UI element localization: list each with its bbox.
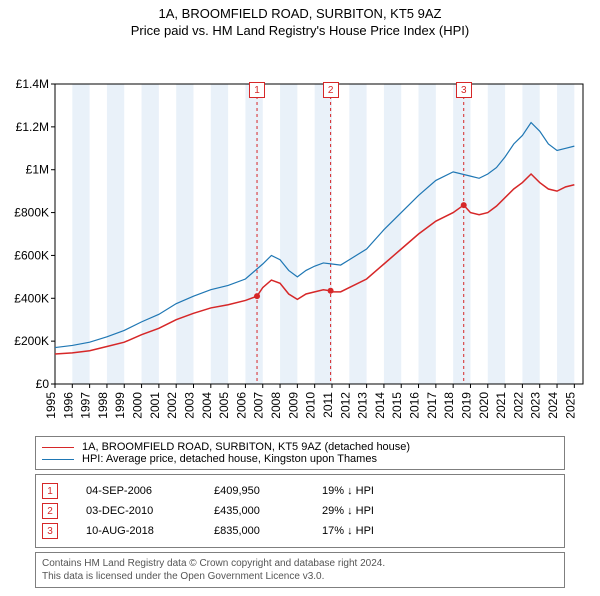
svg-text:£200K: £200K	[14, 334, 49, 348]
svg-text:2016: 2016	[408, 392, 422, 419]
svg-text:1995: 1995	[44, 392, 58, 419]
sales-marker-2: 2	[42, 503, 58, 519]
sales-row: 1 04-SEP-2006 £409,950 19% ↓ HPI	[42, 481, 558, 501]
legend-item-price-paid: 1A, BROOMFIELD ROAD, SURBITON, KT5 9AZ (…	[42, 441, 558, 453]
sales-row: 3 10-AUG-2018 £835,000 17% ↓ HPI	[42, 521, 558, 541]
legend-label-hpi: HPI: Average price, detached house, King…	[82, 453, 377, 465]
svg-text:£1.2M: £1.2M	[16, 120, 49, 134]
svg-text:2010: 2010	[304, 392, 318, 419]
svg-text:£800K: £800K	[14, 206, 49, 220]
sales-marker-1: 1	[42, 483, 58, 499]
svg-text:2022: 2022	[511, 392, 525, 419]
sales-date: 04-SEP-2006	[86, 485, 186, 497]
sales-price: £409,950	[214, 485, 294, 497]
svg-text:2018: 2018	[442, 392, 456, 419]
sales-price: £435,000	[214, 505, 294, 517]
svg-text:2008: 2008	[269, 392, 283, 419]
svg-text:£1.4M: £1.4M	[16, 77, 49, 91]
svg-text:2003: 2003	[182, 392, 196, 419]
svg-text:2009: 2009	[286, 392, 300, 419]
svg-text:2017: 2017	[425, 392, 439, 419]
svg-text:2013: 2013	[356, 392, 370, 419]
sales-row: 2 03-DEC-2010 £435,000 29% ↓ HPI	[42, 501, 558, 521]
svg-text:2005: 2005	[217, 392, 231, 419]
legend: 1A, BROOMFIELD ROAD, SURBITON, KT5 9AZ (…	[35, 436, 565, 470]
svg-text:2012: 2012	[338, 392, 352, 419]
footer-line2: This data is licensed under the Open Gov…	[42, 570, 558, 583]
svg-text:2019: 2019	[459, 392, 473, 419]
legend-swatch-price-paid	[42, 447, 74, 448]
footer: Contains HM Land Registry data © Crown c…	[35, 552, 565, 588]
svg-text:2002: 2002	[165, 392, 179, 419]
svg-text:1996: 1996	[61, 392, 75, 419]
svg-text:£400K: £400K	[14, 291, 49, 305]
sales-vs-hpi: 17% ↓ HPI	[322, 525, 374, 537]
svg-text:2014: 2014	[373, 392, 387, 419]
sales-table: 1 04-SEP-2006 £409,950 19% ↓ HPI 2 03-DEC-201…	[35, 474, 565, 548]
svg-text:£600K: £600K	[14, 248, 49, 262]
chart-marker-3: 3	[456, 82, 472, 98]
sales-vs-hpi: 29% ↓ HPI	[322, 505, 374, 517]
svg-text:2000: 2000	[131, 392, 145, 419]
line-chart-svg: £0£200K£400K£600K£800K£1M£1.2M£1.4M19951…	[0, 38, 600, 430]
legend-item-hpi: HPI: Average price, detached house, King…	[42, 453, 558, 465]
chart-container: 1A, BROOMFIELD ROAD, SURBITON, KT5 9AZ P…	[0, 6, 600, 596]
svg-text:1997: 1997	[79, 392, 93, 419]
svg-text:2006: 2006	[234, 392, 248, 419]
sales-vs-hpi: 19% ↓ HPI	[322, 485, 374, 497]
svg-text:2015: 2015	[390, 392, 404, 419]
svg-text:£0: £0	[36, 377, 50, 391]
svg-text:2004: 2004	[200, 392, 214, 419]
svg-text:£1M: £1M	[26, 163, 49, 177]
sales-price: £835,000	[214, 525, 294, 537]
svg-text:2025: 2025	[563, 392, 577, 419]
svg-text:2001: 2001	[148, 392, 162, 419]
chart-marker-2: 2	[323, 82, 339, 98]
chart-marker-1: 1	[249, 82, 265, 98]
svg-text:1998: 1998	[96, 392, 110, 419]
sales-marker-3: 3	[42, 523, 58, 539]
svg-text:1999: 1999	[113, 392, 127, 419]
svg-text:2007: 2007	[252, 392, 266, 419]
plot-area: £0£200K£400K£600K£800K£1M£1.2M£1.4M19951…	[0, 38, 600, 430]
svg-text:2023: 2023	[529, 392, 543, 419]
svg-text:2024: 2024	[546, 392, 560, 419]
footer-line1: Contains HM Land Registry data © Crown c…	[42, 557, 558, 570]
sales-date: 10-AUG-2018	[86, 525, 186, 537]
sales-date: 03-DEC-2010	[86, 505, 186, 517]
legend-swatch-hpi	[42, 459, 74, 460]
svg-text:2011: 2011	[321, 392, 335, 418]
chart-subtitle: Price paid vs. HM Land Registry's House …	[0, 23, 600, 38]
legend-label-price-paid: 1A, BROOMFIELD ROAD, SURBITON, KT5 9AZ (…	[82, 441, 410, 453]
chart-title: 1A, BROOMFIELD ROAD, SURBITON, KT5 9AZ	[0, 6, 600, 21]
svg-text:2021: 2021	[494, 392, 508, 419]
svg-text:2020: 2020	[477, 392, 491, 419]
